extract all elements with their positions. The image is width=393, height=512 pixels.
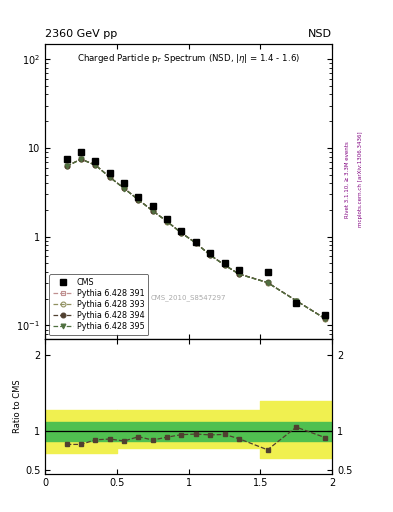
Pythia 6.428 393 xyxy=(208,252,213,258)
Pythia 6.428 394 xyxy=(237,271,241,277)
Pythia 6.428 394 xyxy=(294,297,299,304)
Legend: CMS, Pythia 6.428 391, Pythia 6.428 393, Pythia 6.428 394, Pythia 6.428 395: CMS, Pythia 6.428 391, Pythia 6.428 393,… xyxy=(49,274,149,335)
Pythia 6.428 395 xyxy=(222,262,227,268)
Pythia 6.428 393 xyxy=(222,262,227,268)
Pythia 6.428 391 xyxy=(165,219,169,225)
Pythia 6.428 395 xyxy=(79,156,83,162)
Pythia 6.428 391 xyxy=(208,252,213,258)
Pythia 6.428 393 xyxy=(294,297,299,304)
Pythia 6.428 395 xyxy=(237,271,241,277)
Pythia 6.428 395 xyxy=(151,208,155,214)
Pythia 6.428 391 xyxy=(136,197,141,203)
Pythia 6.428 391 xyxy=(151,208,155,214)
Pythia 6.428 395 xyxy=(64,163,69,169)
Pythia 6.428 393 xyxy=(193,240,198,246)
Pythia 6.428 394 xyxy=(179,230,184,236)
Pythia 6.428 395 xyxy=(193,240,198,246)
Pythia 6.428 393 xyxy=(79,156,83,162)
Pythia 6.428 395 xyxy=(93,162,98,168)
Pythia 6.428 391 xyxy=(107,174,112,180)
Pythia 6.428 394 xyxy=(323,315,327,322)
CMS xyxy=(136,194,141,200)
Text: NSD: NSD xyxy=(308,29,332,39)
CMS xyxy=(151,203,155,209)
Pythia 6.428 391 xyxy=(237,271,241,277)
Pythia 6.428 394 xyxy=(136,197,141,203)
Pythia 6.428 395 xyxy=(208,252,213,258)
CMS xyxy=(165,216,169,222)
Pythia 6.428 394 xyxy=(151,208,155,214)
Pythia 6.428 394 xyxy=(208,252,213,258)
Pythia 6.428 391 xyxy=(265,280,270,286)
CMS xyxy=(193,239,198,245)
Pythia 6.428 395 xyxy=(122,185,127,191)
Line: Pythia 6.428 393: Pythia 6.428 393 xyxy=(64,157,327,321)
CMS xyxy=(64,156,69,162)
Pythia 6.428 393 xyxy=(179,230,184,236)
Text: 2360 GeV pp: 2360 GeV pp xyxy=(45,29,118,39)
Pythia 6.428 394 xyxy=(193,240,198,246)
Pythia 6.428 395 xyxy=(265,280,270,286)
Pythia 6.428 391 xyxy=(294,297,299,304)
Pythia 6.428 394 xyxy=(107,174,112,180)
CMS xyxy=(222,260,227,266)
Pythia 6.428 391 xyxy=(79,156,83,162)
CMS xyxy=(179,228,184,234)
Text: Charged Particle p$_T$ Spectrum (NSD, $|η|$ = 1.4 - 1.6): Charged Particle p$_T$ Spectrum (NSD, $|… xyxy=(77,52,300,66)
Line: Pythia 6.428 391: Pythia 6.428 391 xyxy=(64,157,327,321)
Y-axis label: Ratio to CMS: Ratio to CMS xyxy=(13,379,22,433)
CMS xyxy=(265,269,270,275)
CMS xyxy=(122,180,127,186)
CMS xyxy=(107,170,112,176)
Text: Rivet 3.1.10, ≥ 3.3M events: Rivet 3.1.10, ≥ 3.3M events xyxy=(345,141,350,218)
Pythia 6.428 391 xyxy=(122,185,127,191)
CMS xyxy=(323,312,327,318)
CMS xyxy=(79,149,83,155)
CMS xyxy=(294,300,299,306)
Text: CMS_2010_S8547297: CMS_2010_S8547297 xyxy=(151,294,226,301)
Pythia 6.428 394 xyxy=(93,162,98,168)
Pythia 6.428 394 xyxy=(265,280,270,286)
CMS xyxy=(93,158,98,164)
Pythia 6.428 393 xyxy=(323,315,327,322)
Pythia 6.428 391 xyxy=(222,262,227,268)
Pythia 6.428 394 xyxy=(64,163,69,169)
Pythia 6.428 395 xyxy=(323,315,327,322)
Pythia 6.428 395 xyxy=(294,298,299,304)
Line: CMS: CMS xyxy=(64,149,328,318)
Pythia 6.428 393 xyxy=(265,280,270,286)
CMS xyxy=(208,250,213,257)
Pythia 6.428 394 xyxy=(165,219,169,225)
Pythia 6.428 393 xyxy=(165,219,169,225)
Pythia 6.428 395 xyxy=(136,197,141,203)
Pythia 6.428 394 xyxy=(122,185,127,191)
Line: Pythia 6.428 395: Pythia 6.428 395 xyxy=(64,157,327,321)
Pythia 6.428 391 xyxy=(193,240,198,246)
Pythia 6.428 395 xyxy=(179,230,184,236)
Pythia 6.428 391 xyxy=(179,230,184,236)
Pythia 6.428 393 xyxy=(64,163,69,169)
Pythia 6.428 391 xyxy=(64,163,69,169)
Line: Pythia 6.428 394: Pythia 6.428 394 xyxy=(64,157,327,321)
Pythia 6.428 391 xyxy=(93,162,98,168)
Pythia 6.428 391 xyxy=(323,315,327,322)
Pythia 6.428 393 xyxy=(122,185,127,191)
Pythia 6.428 393 xyxy=(237,271,241,277)
Pythia 6.428 393 xyxy=(107,174,112,180)
Pythia 6.428 395 xyxy=(107,174,112,180)
Pythia 6.428 393 xyxy=(151,208,155,214)
Text: mcplots.cern.ch [arXiv:1306.3436]: mcplots.cern.ch [arXiv:1306.3436] xyxy=(358,132,363,227)
Pythia 6.428 393 xyxy=(136,197,141,203)
Pythia 6.428 395 xyxy=(165,219,169,225)
Pythia 6.428 394 xyxy=(222,262,227,268)
Pythia 6.428 394 xyxy=(79,156,83,162)
CMS xyxy=(237,267,241,273)
Pythia 6.428 393 xyxy=(93,162,98,168)
